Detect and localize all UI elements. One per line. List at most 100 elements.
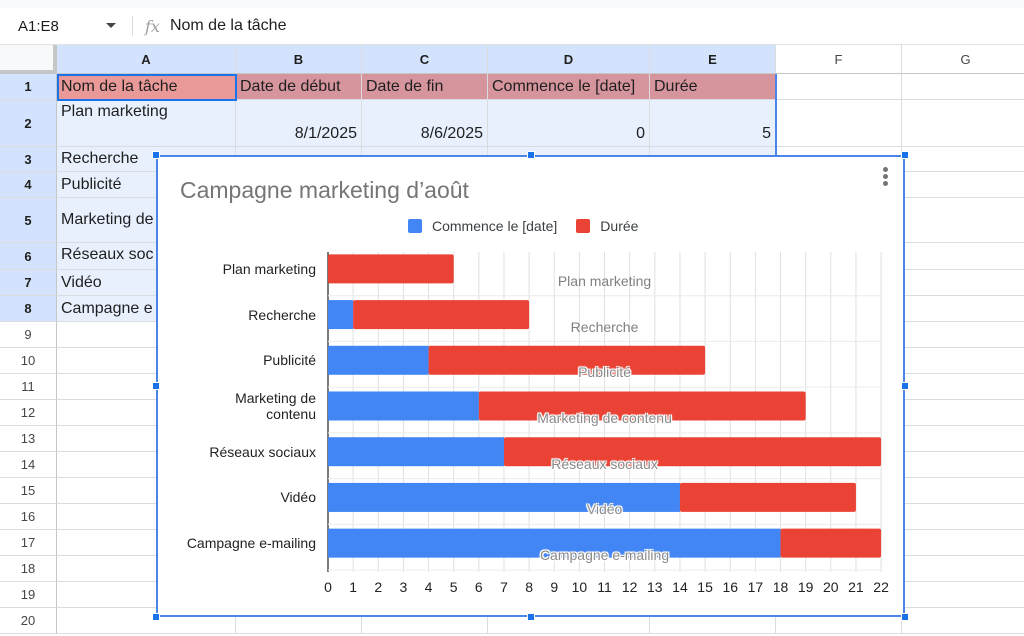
cell[interactable] xyxy=(902,322,1024,348)
cell[interactable] xyxy=(776,608,902,634)
duration-cell[interactable]: 5 xyxy=(650,100,776,147)
more-vert-icon[interactable] xyxy=(883,167,889,188)
cell[interactable] xyxy=(902,478,1024,504)
row-header-18[interactable]: 18 xyxy=(0,556,57,582)
row-header-5[interactable]: 5 xyxy=(0,198,57,243)
header-cell[interactable]: Commence le [date] xyxy=(488,74,650,100)
resize-handle[interactable] xyxy=(901,151,909,159)
row-header-17[interactable]: 17 xyxy=(0,530,57,556)
row-header-2[interactable]: 2 xyxy=(0,100,57,147)
x-axis-tick: 0 xyxy=(324,579,332,595)
start-cell[interactable]: 8/1/2025 xyxy=(236,100,362,147)
cell[interactable] xyxy=(902,556,1024,582)
formula-input[interactable]: Nom de la tâche xyxy=(169,17,287,34)
bar-start[interactable] xyxy=(328,528,781,558)
resize-handle[interactable] xyxy=(152,613,160,621)
cell[interactable] xyxy=(902,100,1024,147)
column-header-d[interactable]: D xyxy=(488,45,650,74)
resize-handle[interactable] xyxy=(901,382,909,390)
resize-handle[interactable] xyxy=(526,613,535,621)
x-axis-tick: 17 xyxy=(747,579,764,595)
resize-handle[interactable] xyxy=(901,613,909,621)
resize-handle[interactable] xyxy=(152,151,160,159)
row-header-16[interactable]: 16 xyxy=(0,504,57,530)
row-header-15[interactable]: 15 xyxy=(0,478,57,504)
bar-start[interactable] xyxy=(328,437,504,467)
bar-start[interactable] xyxy=(328,482,680,512)
resize-handle[interactable] xyxy=(526,151,535,159)
bar-duration[interactable] xyxy=(428,345,706,375)
offset-cell[interactable]: 0 xyxy=(488,100,650,147)
cell[interactable] xyxy=(902,530,1024,556)
row-header-8[interactable]: 8 xyxy=(0,296,57,322)
bar-duration[interactable] xyxy=(780,528,882,558)
row-header-3[interactable]: 3 xyxy=(0,147,57,172)
chevron-down-icon[interactable] xyxy=(106,23,116,28)
end-cell[interactable]: 8/6/2025 xyxy=(362,100,488,147)
row-header-13[interactable]: 13 xyxy=(0,426,57,452)
bar-duration[interactable] xyxy=(503,437,882,467)
cell[interactable] xyxy=(650,608,776,634)
cell[interactable] xyxy=(902,172,1024,198)
row-header-11[interactable]: 11 xyxy=(0,374,57,400)
cell[interactable] xyxy=(902,400,1024,426)
task-name-cell[interactable]: Recherche xyxy=(57,147,236,172)
select-all-corner[interactable] xyxy=(0,45,57,74)
legend-item-duration[interactable]: Durée xyxy=(576,218,638,234)
cell[interactable] xyxy=(488,608,650,634)
cell[interactable] xyxy=(902,270,1024,296)
cell[interactable] xyxy=(902,348,1024,374)
cell[interactable] xyxy=(902,426,1024,452)
cell[interactable] xyxy=(57,608,236,634)
bar-duration[interactable] xyxy=(353,300,530,330)
bar-start[interactable] xyxy=(328,391,479,421)
cell[interactable] xyxy=(902,504,1024,530)
name-box[interactable]: A1:E8 xyxy=(0,8,122,44)
bar-duration[interactable] xyxy=(478,391,806,421)
cell[interactable] xyxy=(902,582,1024,608)
column-header-b[interactable]: B xyxy=(236,45,362,74)
resize-handle[interactable] xyxy=(152,382,160,390)
chart[interactable]: Campagne marketing d’août Commence le [d… xyxy=(152,151,909,621)
cell[interactable] xyxy=(902,147,1024,172)
cell[interactable] xyxy=(776,100,902,147)
cell[interactable] xyxy=(776,74,902,100)
legend-item-start[interactable]: Commence le [date] xyxy=(408,218,557,234)
header-cell[interactable]: Date de fin xyxy=(362,74,488,100)
bar-start[interactable] xyxy=(328,345,429,375)
row-header-10[interactable]: 10 xyxy=(0,348,57,374)
header-cell[interactable]: Durée xyxy=(650,74,776,100)
row-header-20[interactable]: 20 xyxy=(0,608,57,634)
row-header-7[interactable]: 7 xyxy=(0,270,57,296)
row-header-1[interactable]: 1 xyxy=(0,74,57,100)
row-header-4[interactable]: 4 xyxy=(0,172,57,198)
cell[interactable] xyxy=(902,243,1024,270)
task-name-cell[interactable]: Plan marketing xyxy=(57,100,236,147)
x-axis-tick: 9 xyxy=(550,579,559,595)
column-header-g[interactable]: G xyxy=(902,45,1024,74)
plot-area xyxy=(327,252,882,572)
bar-duration[interactable] xyxy=(679,482,856,512)
row-header-14[interactable]: 14 xyxy=(0,452,57,478)
column-header-f[interactable]: F xyxy=(776,45,902,74)
x-axis-tick: 19 xyxy=(797,579,814,595)
cell[interactable] xyxy=(902,374,1024,400)
cell[interactable] xyxy=(902,198,1024,243)
row-header-12[interactable]: 12 xyxy=(0,400,57,426)
cell[interactable] xyxy=(902,452,1024,478)
cell[interactable] xyxy=(902,74,1024,100)
cell[interactable] xyxy=(236,608,362,634)
bar-start[interactable] xyxy=(328,300,354,330)
header-cell[interactable]: Date de début xyxy=(236,74,362,100)
row-header-19[interactable]: 19 xyxy=(0,582,57,608)
column-header-e[interactable]: E xyxy=(650,45,776,74)
bar-duration[interactable] xyxy=(328,254,454,284)
cell[interactable] xyxy=(902,296,1024,322)
column-header-c[interactable]: C xyxy=(362,45,488,74)
header-cell[interactable]: Nom de la tâche xyxy=(57,74,236,100)
cell[interactable] xyxy=(362,608,488,634)
column-header-a[interactable]: A xyxy=(57,45,236,74)
row-header-6[interactable]: 6 xyxy=(0,243,57,270)
row-header-9[interactable]: 9 xyxy=(0,322,57,348)
cell[interactable] xyxy=(902,608,1024,634)
